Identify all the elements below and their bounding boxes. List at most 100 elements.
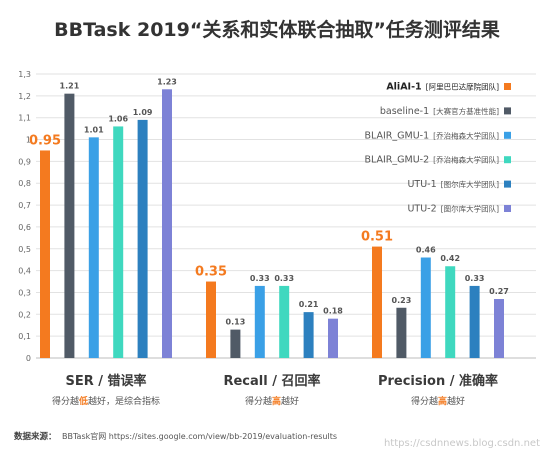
bar-blair-gmu-1 <box>88 137 99 358</box>
bar-utu-1 <box>137 119 148 358</box>
bars <box>40 89 504 359</box>
bar-value-label: 0.33 <box>250 274 270 283</box>
category-note-part: 越好，是综合指标 <box>88 395 160 407</box>
category-note: 得分越高越好 <box>245 395 299 407</box>
y-tick-label: 1,1 <box>18 114 31 123</box>
watermark-text: https://csdnnews.blog.csdn.net <box>384 438 540 449</box>
legend-item: UTU-2 [图尔库大学团队] <box>407 204 511 215</box>
y-axis-ticks: 0 0,1 0,2 0,3 0,4 0,5 0,6 0,7 0,8 0,9 1 1,1 1,2 1,3 <box>18 70 31 363</box>
bar-blair-gmu-1 <box>420 257 431 358</box>
bar-aliai-1 <box>372 246 382 358</box>
chart-title: BBTask 2019“关系和实体联合抽取”任务测评结果 <box>54 18 500 41</box>
bar-value-label: 0.27 <box>489 287 509 296</box>
bar-value-label: 0.46 <box>416 246 436 255</box>
legend-label: BLAIR_GMU-1 [乔治梅森大学团队] <box>364 130 499 141</box>
y-tick-label: 0 <box>26 354 31 363</box>
legend-swatch <box>504 107 511 115</box>
legend-series-tag: [乔治梅森大学团队] <box>433 130 499 140</box>
bar-value-label: 1.09 <box>133 108 153 117</box>
legend-swatch <box>504 180 511 188</box>
legend-swatch <box>504 131 511 139</box>
bar-utu-1 <box>469 285 480 358</box>
legend-item: AliAI-1 [阿里巴巴达摩院团队] <box>386 82 511 93</box>
y-tick-label: 1,3 <box>18 70 31 79</box>
legend-series-tag: [图尔库大学团队] <box>441 204 499 214</box>
footer: 数据来源： BBTask官网 https://sites.google.com/… <box>14 431 540 449</box>
bar-value-label: 1.23 <box>157 77 177 86</box>
bar-baseline-1 <box>230 329 241 358</box>
bar-value-label: 0.35 <box>195 265 227 280</box>
category-note-emphasis: 低 <box>78 395 88 407</box>
y-tick-label: 0,6 <box>18 223 31 232</box>
legend-swatch <box>504 83 511 90</box>
bar-utu-1 <box>303 312 314 358</box>
bar-aliai-1 <box>40 150 50 358</box>
y-tick-label: 0,1 <box>18 332 31 341</box>
category-note: 得分越低越好，是综合指标 <box>52 395 160 407</box>
legend-series-name: BLAIR_GMU-2 <box>364 155 429 166</box>
legend-series-tag: [阿里巴巴达摩院团队] <box>426 82 499 92</box>
category-label: Precision / 准确率 <box>378 373 498 389</box>
category-label: Recall / 召回率 <box>223 373 320 389</box>
bar-blair-gmu-2 <box>445 266 456 358</box>
bar-value-label: 1.01 <box>84 125 104 134</box>
legend-item: baseline-1 [大赛官方基准性能] <box>380 106 511 117</box>
category-note-emphasis: 高 <box>272 395 281 407</box>
legend-label: UTU-2 [图尔库大学团队] <box>407 204 499 215</box>
bar-value-label: 0.23 <box>392 296 412 305</box>
bar-value-label: 0.33 <box>465 274 485 283</box>
bar-blair-gmu-1 <box>254 285 265 358</box>
category-note-emphasis: 高 <box>438 395 447 407</box>
category-note-part: 得分越 <box>411 395 438 407</box>
y-tick-label: 0,4 <box>18 267 31 276</box>
bar-blair-gmu-2 <box>113 126 124 358</box>
category-note-part: 得分越 <box>245 395 272 407</box>
source-label: 数据来源： <box>14 431 57 442</box>
bar-baseline-1 <box>396 307 407 358</box>
legend-swatch <box>504 205 511 212</box>
bar-value-label: 0.21 <box>299 300 319 309</box>
bar-baseline-1 <box>64 93 75 359</box>
legend-label: BLAIR_GMU-2 [乔治梅森大学团队] <box>364 155 499 166</box>
bar-value-label: 1.06 <box>108 114 128 123</box>
legend-series-tag: [大赛官方基准性能] <box>433 106 499 116</box>
bar-value-label: 0.18 <box>323 307 343 316</box>
bar-utu-2 <box>162 89 172 359</box>
bar-value-label: 0.13 <box>226 318 246 327</box>
legend-item: BLAIR_GMU-1 [乔治梅森大学团队] <box>364 130 511 141</box>
bar-aliai-1 <box>206 281 216 358</box>
y-tick-label: 0,9 <box>18 157 31 166</box>
bar-value-labels: 0.95 0.35 0.51 1.21 0.13 0.23 1.01 0.33 0.46 1.06… <box>29 77 509 326</box>
y-tick-label: 0,5 <box>18 245 31 254</box>
legend-label: AliAI-1 [阿里巴巴达摩院团队] <box>386 82 499 93</box>
legend-swatch <box>504 156 511 164</box>
y-tick-label: 1,2 <box>18 92 31 101</box>
y-tick-label: 0,8 <box>18 179 31 188</box>
y-tick-label: 0,7 <box>18 201 31 210</box>
source-text: BBTask官网 https://sites.google.com/view/b… <box>62 431 337 441</box>
bar-value-label: 0.95 <box>29 133 61 148</box>
legend-series-name: AliAI-1 <box>386 82 421 93</box>
legend-series-tag: [乔治梅森大学团队] <box>433 155 499 165</box>
bar-value-label: 0.42 <box>440 254 460 263</box>
legend-series-name: UTU-1 <box>407 179 436 190</box>
category-note-part: 得分越 <box>52 395 79 407</box>
legend-series-name: BLAIR_GMU-1 <box>364 130 429 141</box>
bar-value-label: 0.33 <box>274 274 294 283</box>
legend-series-name: baseline-1 <box>380 106 429 117</box>
legend-series-tag: [图尔库大学团队] <box>441 179 499 189</box>
legend-label: baseline-1 [大赛官方基准性能] <box>380 106 499 117</box>
legend-item: UTU-1 [图尔库大学团队] <box>407 179 511 190</box>
bar-utu-2 <box>494 299 504 358</box>
bar-utu-2 <box>328 318 338 358</box>
bar-blair-gmu-2 <box>279 285 290 358</box>
bar-value-label: 0.51 <box>361 230 393 245</box>
y-tick-label: 0,3 <box>18 288 31 297</box>
category-note-part: 越好 <box>447 395 465 407</box>
legend-series-name: UTU-2 <box>407 204 436 215</box>
category-note: 得分越高越好 <box>411 395 465 407</box>
legend-label: UTU-1 [图尔库大学团队] <box>407 179 499 190</box>
